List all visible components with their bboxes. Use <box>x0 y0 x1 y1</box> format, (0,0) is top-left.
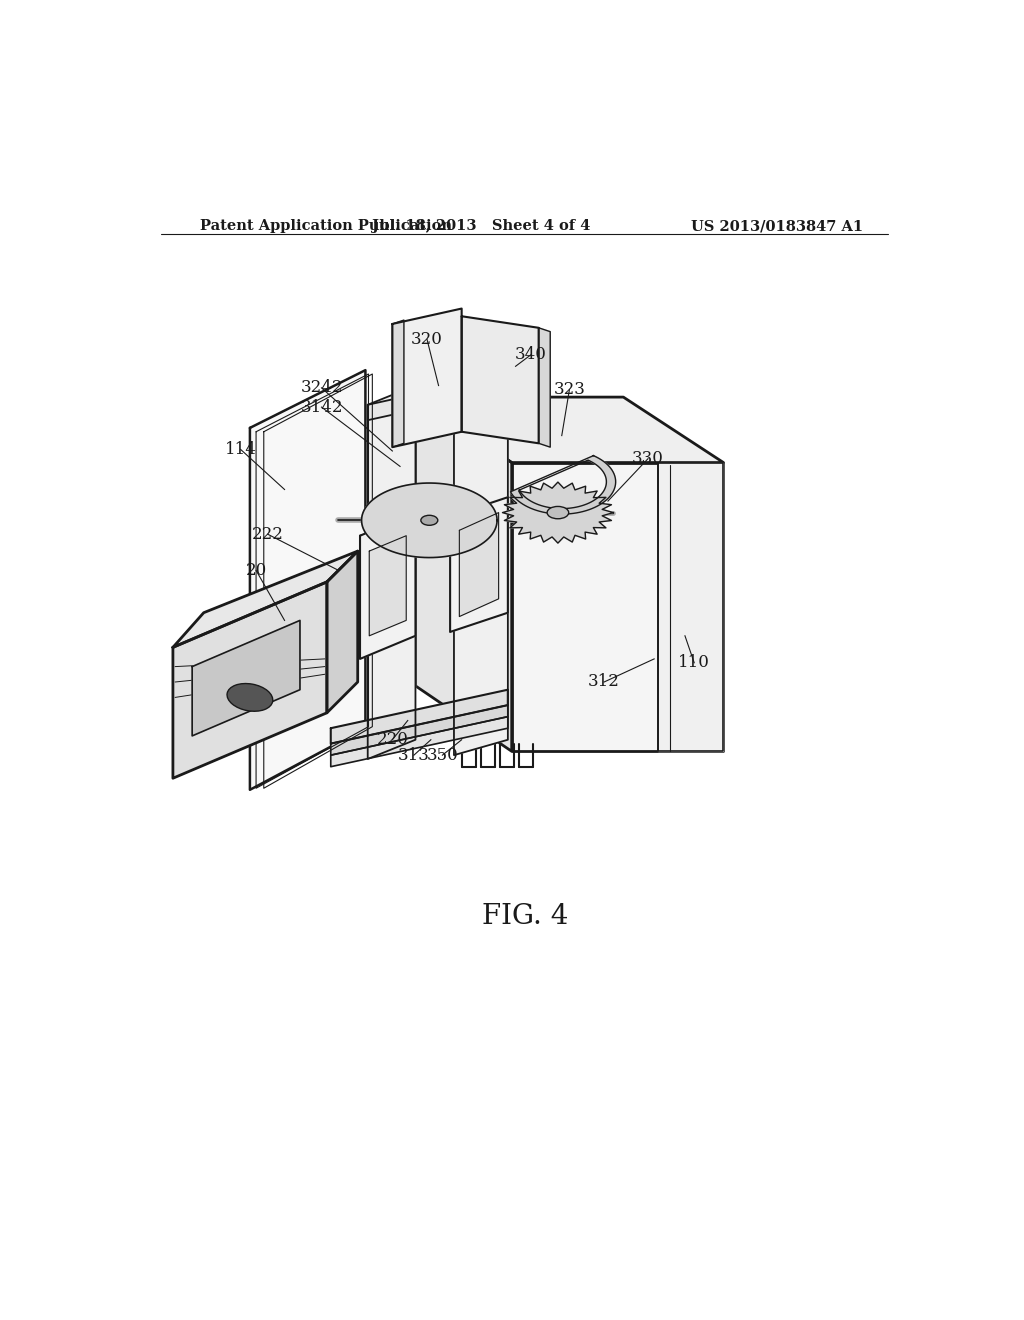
Polygon shape <box>331 705 508 755</box>
Polygon shape <box>539 327 550 447</box>
Polygon shape <box>416 397 724 462</box>
Text: 340: 340 <box>515 346 547 363</box>
Polygon shape <box>451 498 508 632</box>
Polygon shape <box>368 374 508 420</box>
Polygon shape <box>361 483 497 557</box>
Text: FIG. 4: FIG. 4 <box>481 903 568 931</box>
Text: Patent Application Publication: Patent Application Publication <box>200 219 452 234</box>
Text: 313: 313 <box>398 747 430 764</box>
Polygon shape <box>658 462 724 751</box>
Text: 20: 20 <box>246 562 266 579</box>
Text: Jul. 18, 2013   Sheet 4 of 4: Jul. 18, 2013 Sheet 4 of 4 <box>372 219 590 234</box>
Text: 323: 323 <box>554 381 586 397</box>
Polygon shape <box>368 385 416 759</box>
Polygon shape <box>511 455 615 513</box>
Polygon shape <box>370 536 407 636</box>
Text: 220: 220 <box>377 731 409 748</box>
Text: 222: 222 <box>252 525 284 543</box>
Polygon shape <box>173 582 327 779</box>
Polygon shape <box>392 309 462 447</box>
Polygon shape <box>331 689 508 743</box>
Ellipse shape <box>227 684 272 711</box>
Ellipse shape <box>421 515 438 525</box>
Text: 312: 312 <box>588 673 621 690</box>
Ellipse shape <box>547 507 568 519</box>
Text: 3142: 3142 <box>300 399 343 416</box>
Polygon shape <box>512 462 724 751</box>
Text: 320: 320 <box>411 331 443 348</box>
Polygon shape <box>173 552 357 647</box>
Text: US 2013/0183847 A1: US 2013/0183847 A1 <box>691 219 863 234</box>
Text: 350: 350 <box>427 747 459 764</box>
Polygon shape <box>327 552 357 713</box>
Text: 3242: 3242 <box>300 379 343 396</box>
Polygon shape <box>331 717 508 767</box>
Polygon shape <box>360 512 416 659</box>
Polygon shape <box>460 512 499 616</box>
Text: 114: 114 <box>224 441 257 458</box>
Polygon shape <box>250 370 366 789</box>
Text: 330: 330 <box>632 450 664 467</box>
Text: 110: 110 <box>678 655 710 672</box>
Polygon shape <box>193 620 300 737</box>
Polygon shape <box>416 397 512 751</box>
Polygon shape <box>392 321 403 447</box>
Polygon shape <box>462 317 539 444</box>
Polygon shape <box>454 374 508 755</box>
Polygon shape <box>503 482 613 543</box>
